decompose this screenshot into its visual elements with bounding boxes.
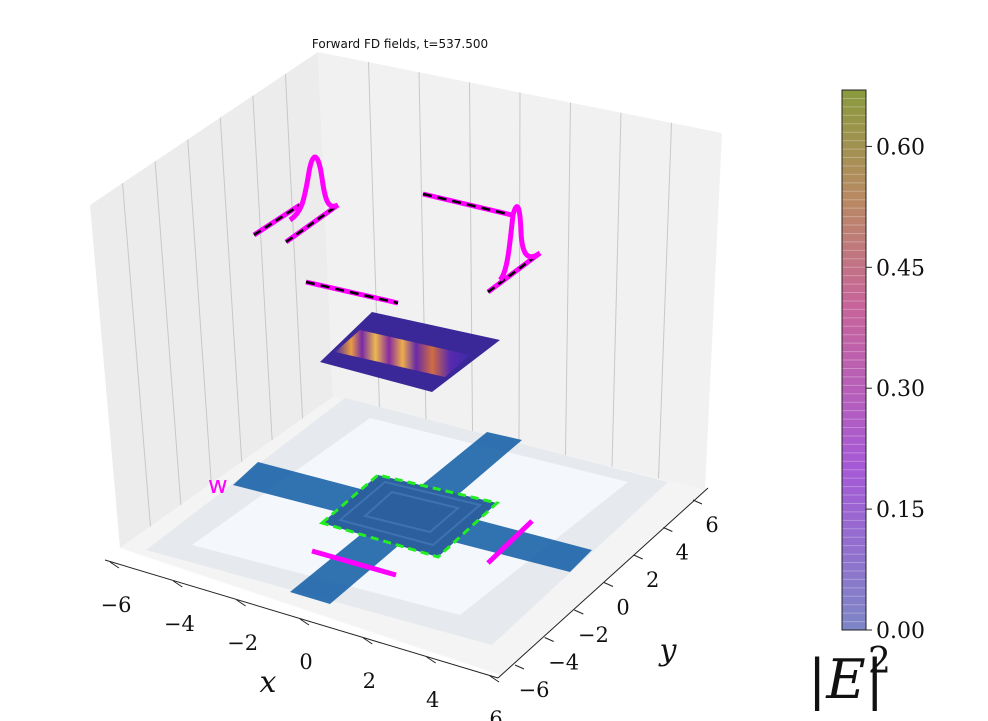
y-tick-label: 0: [616, 596, 629, 620]
design-region: [322, 475, 497, 557]
y-tick-mark: [544, 637, 554, 642]
mode-dash-left-upper: [253, 203, 301, 237]
x-tick-label: −4: [164, 612, 195, 636]
mode-dash-right-upper: [422, 192, 513, 217]
grid-line: [611, 112, 622, 467]
x-tick-mark: [489, 675, 500, 683]
grid-line: [469, 82, 473, 432]
y-tick-mark: [514, 664, 525, 670]
y-tick-mark: [692, 499, 703, 505]
mode-dash-left-lower: [285, 203, 339, 244]
field-slice: [320, 312, 500, 392]
x-tick-label: 6: [489, 707, 502, 721]
field-intensity-band: [335, 330, 470, 377]
grid-line: [187, 139, 212, 484]
y-axis-line: [497, 487, 709, 679]
colorbar-tick-label: 0.00: [876, 619, 925, 644]
left-back-pane: [90, 52, 333, 548]
mode-monitors: [252, 154, 542, 306]
y-tick-label: −2: [578, 623, 609, 647]
colorbar-tick-label: 0.15: [876, 498, 925, 523]
y-tick-label: 4: [676, 541, 689, 565]
x-tick-label: 4: [426, 688, 439, 712]
y-tick-label: 6: [705, 513, 718, 537]
partial-label-w: w: [208, 471, 228, 499]
y-tick-label: −6: [519, 678, 550, 702]
y-tick-mark: [663, 527, 673, 532]
colorbar-label: |E|: [808, 648, 884, 711]
grid-line: [284, 73, 304, 419]
grid-line: [122, 183, 151, 527]
x-tick-mark: [109, 561, 120, 569]
grid-line: [565, 102, 571, 456]
mode-dash-center: [305, 280, 399, 305]
x-tick-mark: [299, 618, 310, 626]
simulation-floor: w: [146, 398, 668, 645]
mode-dash-right-lower: [487, 252, 541, 293]
y-tick-label: −4: [548, 651, 579, 675]
colorbar-tick-label: 0.60: [876, 135, 925, 160]
x-tick-mark: [236, 599, 246, 607]
monitor-bottom: [311, 548, 397, 578]
y-tick-mark: [633, 554, 643, 560]
x-tick-label: −6: [101, 593, 132, 617]
x-tick-label: −2: [227, 631, 258, 655]
grid-line: [154, 161, 182, 505]
colorbar-stripes: [842, 97, 866, 623]
colorbar: 0.00 0.15 0.30 0.45 0.60 |E| 2: [808, 89, 925, 711]
monitor-right: [486, 519, 534, 565]
x-tick-label: 2: [363, 669, 376, 693]
mode-profile-left: [288, 154, 340, 223]
x-tick-mark: [363, 637, 373, 645]
chart-title: Forward FD fields, t=537.500: [312, 37, 488, 51]
design-pattern-inner: [362, 490, 461, 534]
mode-profile-right: [497, 204, 542, 282]
colorbar-ticks: 0.00 0.15 0.30 0.45 0.60: [866, 135, 925, 644]
design-region-outline: [318, 473, 501, 559]
colorbar-frame: [841, 89, 867, 631]
x-tick-mark: [426, 656, 436, 664]
grid-line: [252, 95, 273, 441]
grid-line: [219, 117, 243, 462]
y-tick-mark: [603, 582, 614, 587]
x-axis-line: [104, 559, 499, 679]
x-axis-label: x: [260, 665, 277, 700]
x-tick-label: 0: [299, 650, 312, 674]
y-tick-mark: [574, 609, 584, 615]
colorbar-label-superscript: 2: [868, 641, 891, 682]
y-axis-label: y: [658, 633, 678, 668]
design-pattern-outer: [337, 480, 483, 547]
grid-line: [658, 122, 672, 479]
colorbar-tick-label: 0.45: [876, 256, 925, 281]
y-tick-label: 2: [646, 568, 659, 592]
colorbar-gradient: [842, 90, 866, 630]
colorbar-tick-label: 0.30: [876, 377, 925, 402]
x-tick-mark: [173, 580, 183, 588]
